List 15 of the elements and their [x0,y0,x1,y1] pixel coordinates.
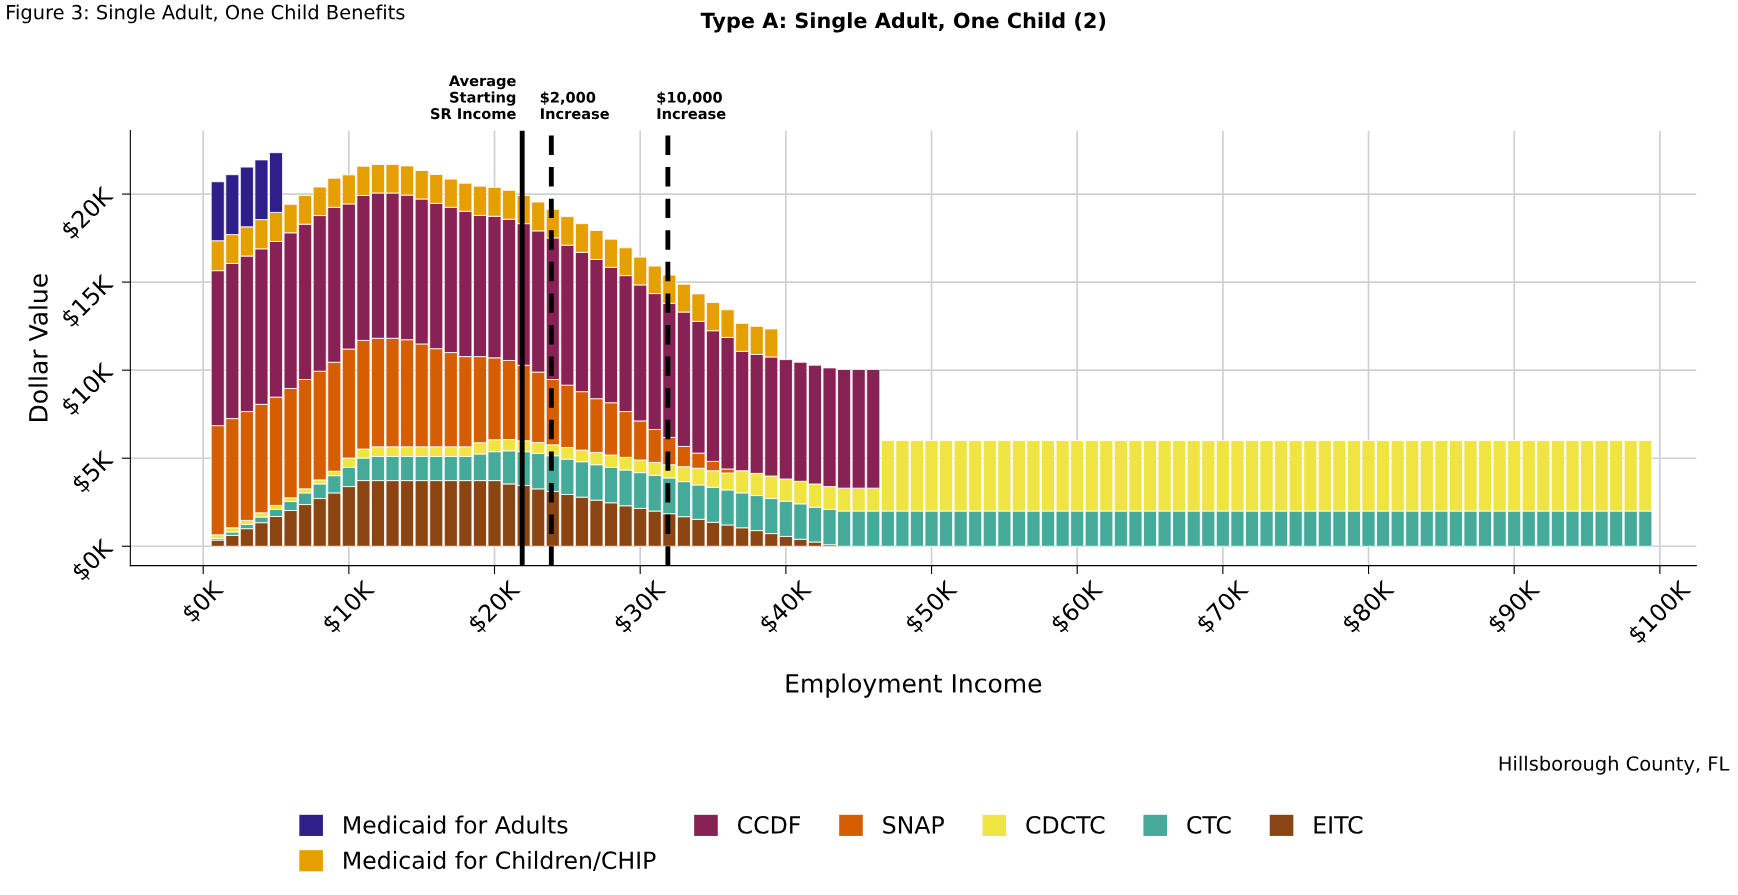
ref-line-label: $10,000 Increase [657,91,726,120]
legend-label: Medicaid for Children/CHIP [344,850,656,872]
x-axis-title: Employment Income [786,673,1042,698]
chart-title: Type A: Single Adult, One Child (2) [700,12,1106,33]
ref-line-label: $2,000 Increase [540,91,609,120]
caption: Figure 3: Single Adult, One Child Benefits [7,4,405,24]
y-axis-title: Dollar Value [28,274,48,422]
legend-label: EITC [1314,815,1363,834]
legend-label: Medicaid for Adults [344,815,568,834]
legend-label: CDCTC [1026,815,1105,834]
legend-label: CTC [1187,815,1231,834]
legend-label: CCDF [737,815,801,834]
text: Hillsborough County, FL [1499,755,1730,775]
legend-label: SNAP [883,815,944,834]
ref-line-label: Average Starting SR Income [431,75,516,120]
